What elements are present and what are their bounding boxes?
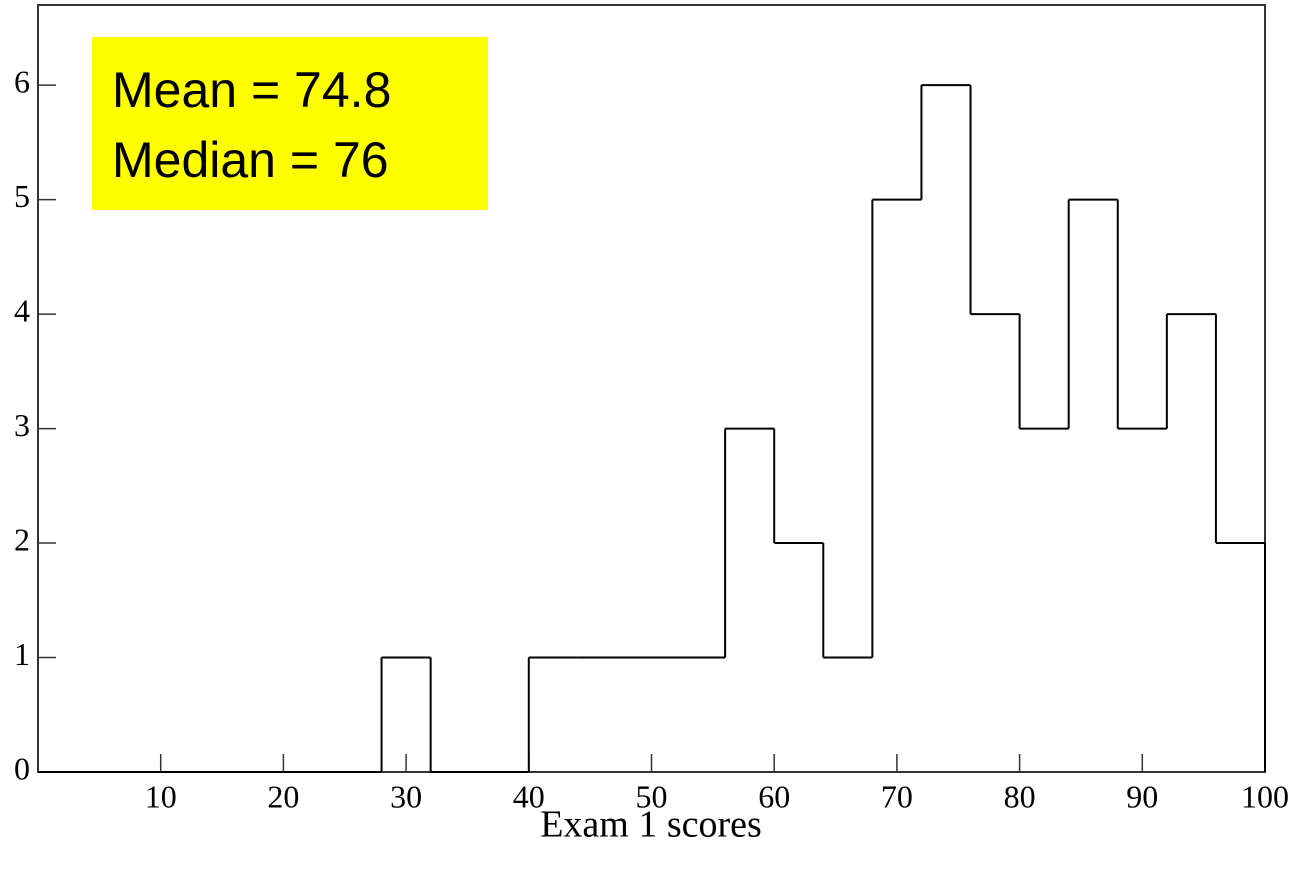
- y-tick-label: 2: [14, 521, 30, 557]
- annotation-box: [92, 37, 488, 210]
- annotation: Median = 76: [112, 132, 389, 188]
- y-tick-label: 4: [14, 292, 30, 328]
- x-tick-label: 90: [1126, 778, 1158, 814]
- x-tick-label: 30: [390, 778, 422, 814]
- y-tick-label: 0: [14, 750, 30, 786]
- x-tick-label: 20: [267, 778, 299, 814]
- x-tick-label: 80: [1004, 778, 1036, 814]
- annotation: Mean = 74.8: [112, 62, 391, 118]
- y-tick-label: 6: [14, 63, 30, 99]
- x-tick-label: 100: [1241, 778, 1289, 814]
- x-tick-label: 40: [513, 778, 545, 814]
- x-axis-label: Exam 1 scores: [540, 804, 762, 846]
- x-tick-label: 50: [636, 778, 668, 814]
- x-tick-label: 10: [145, 778, 177, 814]
- x-tick-label: 60: [758, 778, 790, 814]
- y-tick-label: 1: [14, 636, 30, 672]
- x-tick-label: 70: [881, 778, 913, 814]
- y-tick-label: 3: [14, 407, 30, 443]
- y-tick-label: 5: [14, 178, 30, 214]
